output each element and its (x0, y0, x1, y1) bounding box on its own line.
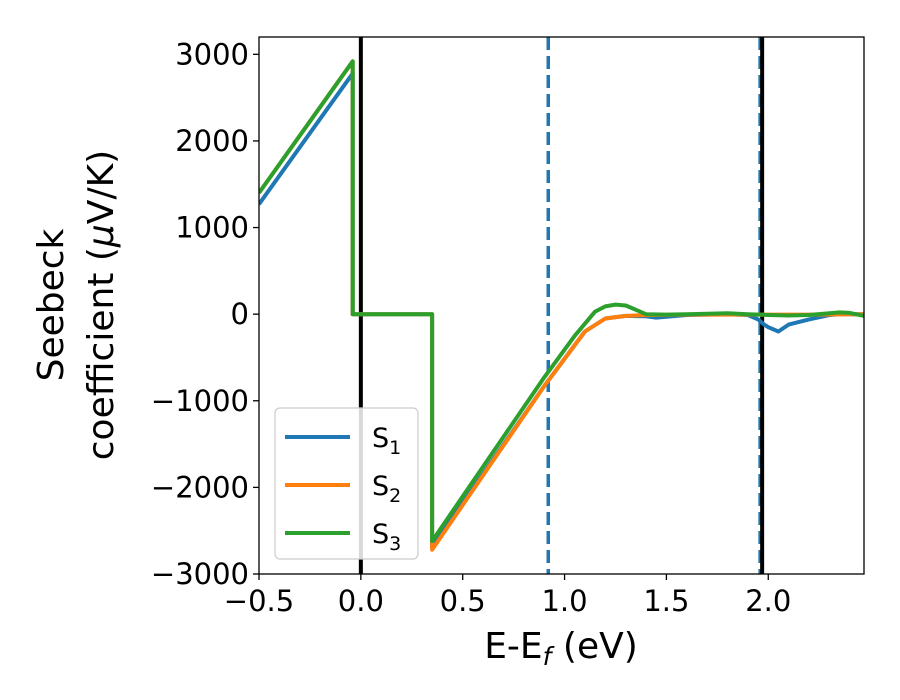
y-tick-label: 2000 (175, 124, 249, 158)
series-lines (259, 59, 864, 552)
x-tick-label: 1.0 (541, 584, 587, 618)
x-tick-label: −0.5 (224, 584, 294, 618)
x-tick-label: 0.0 (338, 584, 384, 618)
x-tick-label: 2.0 (745, 584, 791, 618)
x-tick-label: 1.5 (643, 584, 689, 618)
y-axis-title-line1: Seebeck (31, 228, 72, 381)
series-line-s3 (259, 59, 864, 544)
y-axis-title-line2: coefficient (μV/K) (81, 150, 122, 460)
axis-ticks: −0.5 0.0 0.5 1.0 1.5 2.0 −3000 −2000 −1000 0 1000 2… (151, 37, 791, 618)
plot-frame (258, 36, 865, 575)
y-tick-label: 1000 (175, 211, 249, 245)
x-axis-title: E-Ef (eV) (484, 626, 638, 671)
x-tick-label: 0.5 (440, 584, 486, 618)
y-tick-label: −1000 (151, 384, 249, 418)
y-tick-label: −3000 (151, 557, 249, 591)
y-tick-label: 0 (231, 297, 249, 331)
vertical-reference-lines (358, 37, 765, 574)
y-tick-label: 3000 (175, 37, 249, 71)
y-tick-label: −2000 (151, 470, 249, 504)
